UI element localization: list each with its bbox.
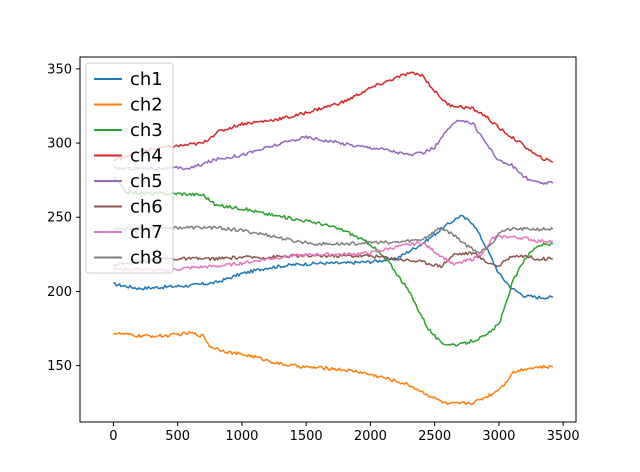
series-line-ch5 [113,119,554,186]
plot-frame [79,56,577,423]
axis-ticks: 0 500 1000 1500 2000 2500 3000 3500 150 200 250 300… [47,62,580,444]
x-tick-label: 2000 [354,429,387,444]
x-tick-label: 0 [109,429,117,444]
series-line-ch6 [112,251,553,269]
series-line-ch7 [112,234,554,273]
series-line-ch2 [113,330,554,406]
legend-label-ch3: ch3 [130,120,163,141]
x-tick-label: 3000 [482,429,515,444]
series-line-ch8 [113,225,554,254]
y-tick-label: 250 [47,211,72,226]
x-tick-label: 1500 [290,429,323,444]
legend-label-ch5: ch5 [130,171,163,192]
x-tick-label: 2500 [418,429,451,444]
x-tick-label: 3500 [547,429,580,444]
series-line-ch1 [113,214,554,300]
legend-label-ch8: ch8 [130,248,163,269]
legend-box [85,62,174,274]
legend: ch1 ch2 ch3 ch4 ch5 ch6 ch7 ch8 [85,62,174,274]
legend-label-ch1: ch1 [130,69,163,90]
y-tick-label: 300 [47,137,72,152]
legend-label-ch4: ch4 [130,146,163,167]
legend-label-ch2: ch2 [130,95,163,116]
series-line-ch3 [113,176,554,347]
x-tick-label: 500 [165,429,190,444]
x-tick-label: 1000 [225,429,258,444]
legend-label-ch7: ch7 [130,222,163,243]
y-tick-label: 200 [47,285,72,300]
legend-label-ch6: ch6 [130,197,163,218]
series-line-ch4 [113,71,554,164]
y-tick-label: 150 [47,359,72,374]
series-layer [112,71,554,406]
y-tick-label: 350 [47,62,72,77]
